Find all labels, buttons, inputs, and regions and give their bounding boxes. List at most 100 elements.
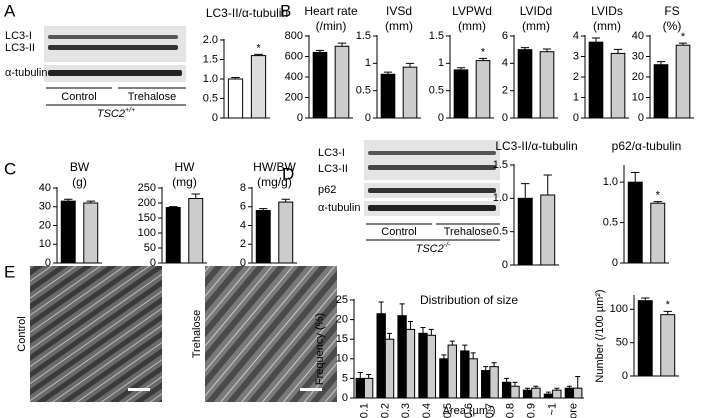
error-bar <box>478 57 488 61</box>
bar <box>475 60 491 119</box>
error-bar <box>554 387 560 391</box>
error-bar <box>512 381 518 387</box>
significance-mark: * <box>681 31 686 43</box>
blot-row-label: LC3-I <box>318 147 345 159</box>
bar <box>517 197 533 266</box>
chart-title: BW <box>70 160 90 174</box>
error-bar <box>407 321 413 330</box>
bar <box>540 194 556 266</box>
error-bar <box>678 42 688 46</box>
genotype: -/- <box>444 242 451 249</box>
error-bar <box>656 61 666 65</box>
bar <box>453 69 469 119</box>
error-bar <box>613 48 623 54</box>
bar <box>250 55 267 119</box>
error-bar <box>231 76 240 79</box>
bar <box>380 73 396 119</box>
error-bar <box>86 200 95 203</box>
blot-a: LC3-I LC3-II α-tubulin Control Trehalose… <box>5 26 186 120</box>
chart-unit: (mg/g) <box>257 175 292 189</box>
bar <box>660 314 676 377</box>
bar <box>426 334 437 399</box>
gene: TSC2 <box>416 243 444 255</box>
chart-title: IVSd <box>386 4 412 18</box>
y-tick-label: 0 <box>45 257 51 269</box>
bar <box>573 387 583 399</box>
bar <box>278 201 294 264</box>
panel-label: E <box>4 262 15 281</box>
error-bar <box>191 193 200 199</box>
chart-title: LVIDs <box>591 4 623 18</box>
y-tick-label: 0 <box>502 259 508 271</box>
y-tick-label: 10 <box>336 353 348 365</box>
y-tick-label: 400 <box>285 71 303 83</box>
micrographs: Control Trehalose <box>16 266 337 402</box>
y-tick-label: 8 <box>240 182 246 194</box>
y-tick-label: 3 <box>573 50 579 62</box>
error-bar <box>631 171 640 183</box>
group-label: Trehalose <box>128 91 177 103</box>
y-axis-label: Frequency (%) <box>314 313 326 385</box>
bar <box>255 210 271 264</box>
chart-title: p62/α-tubulin <box>612 139 682 153</box>
x-tick-label: ~0.8 <box>505 403 517 418</box>
micrograph <box>205 266 337 402</box>
error-bar <box>521 183 530 199</box>
chart-title: HW/BW <box>253 160 296 174</box>
x-tick-label: ~0.9 <box>526 403 538 418</box>
y-tick-label: 0.5 <box>356 85 371 97</box>
bar <box>460 350 470 399</box>
chart-title: FS <box>664 4 679 18</box>
bar <box>522 389 533 399</box>
bar <box>447 344 457 399</box>
error-bar <box>520 47 530 50</box>
panel-label: C <box>4 159 16 178</box>
y-axis-label: Number (/100 µm²) <box>594 289 606 382</box>
y-tick-label: 25 <box>336 294 348 306</box>
bar <box>543 393 554 399</box>
y-tick-label: 1.5 <box>429 30 444 42</box>
bar <box>405 328 416 399</box>
y-tick-label: 2 <box>502 85 508 97</box>
chart-title: HW <box>175 160 196 174</box>
error-bar <box>533 385 539 389</box>
y-tick-label: 200 <box>285 91 303 103</box>
error-bar <box>525 387 531 391</box>
bar <box>312 51 328 119</box>
y-tick-label: 30 <box>39 201 51 213</box>
error-bar <box>420 326 426 334</box>
y-tick-label: 0 <box>240 257 246 269</box>
y-tick-label: 10 <box>632 91 644 103</box>
y-tick-label: 1.5 <box>203 53 218 65</box>
chart-unit: (mm) <box>458 19 486 33</box>
error-bar <box>456 67 466 70</box>
y-tick-label: 4 <box>502 57 508 69</box>
bar <box>334 45 350 119</box>
bar <box>637 300 653 377</box>
y-tick-label: 0 <box>297 112 303 124</box>
gene: TSC2 <box>97 108 125 120</box>
micrograph-label: Trehalose <box>191 310 203 359</box>
y-tick-label: 4 <box>573 30 579 42</box>
error-bar <box>504 377 510 383</box>
significance-mark: * <box>256 42 261 54</box>
blot-row-label: LC3-II <box>5 42 35 54</box>
y-tick-label: 0.5 <box>429 85 444 97</box>
genotype-label: TSC2+/+ <box>97 107 135 120</box>
chart-unit: (mm) <box>385 19 413 33</box>
y-tick-label: 0.5 <box>603 216 618 228</box>
error-bar <box>462 344 468 351</box>
error-bar <box>64 198 73 202</box>
error-bar <box>405 62 415 68</box>
y-tick-label: 600 <box>285 50 303 62</box>
y-tick-label: 10 <box>39 238 51 250</box>
chart-title: LVPWd <box>452 4 492 18</box>
x-tick-label: ~0.4 <box>421 403 433 418</box>
y-tick-label: 20 <box>39 219 51 231</box>
y-tick-label: 100 <box>138 227 156 239</box>
y-tick-label: 0 <box>612 257 618 269</box>
y-tick-label: 15 <box>336 333 348 345</box>
chart-unit: (%) <box>663 19 682 33</box>
chart-title: LC3-II/α-tubulin <box>206 6 288 20</box>
panel-label: A <box>4 1 16 20</box>
